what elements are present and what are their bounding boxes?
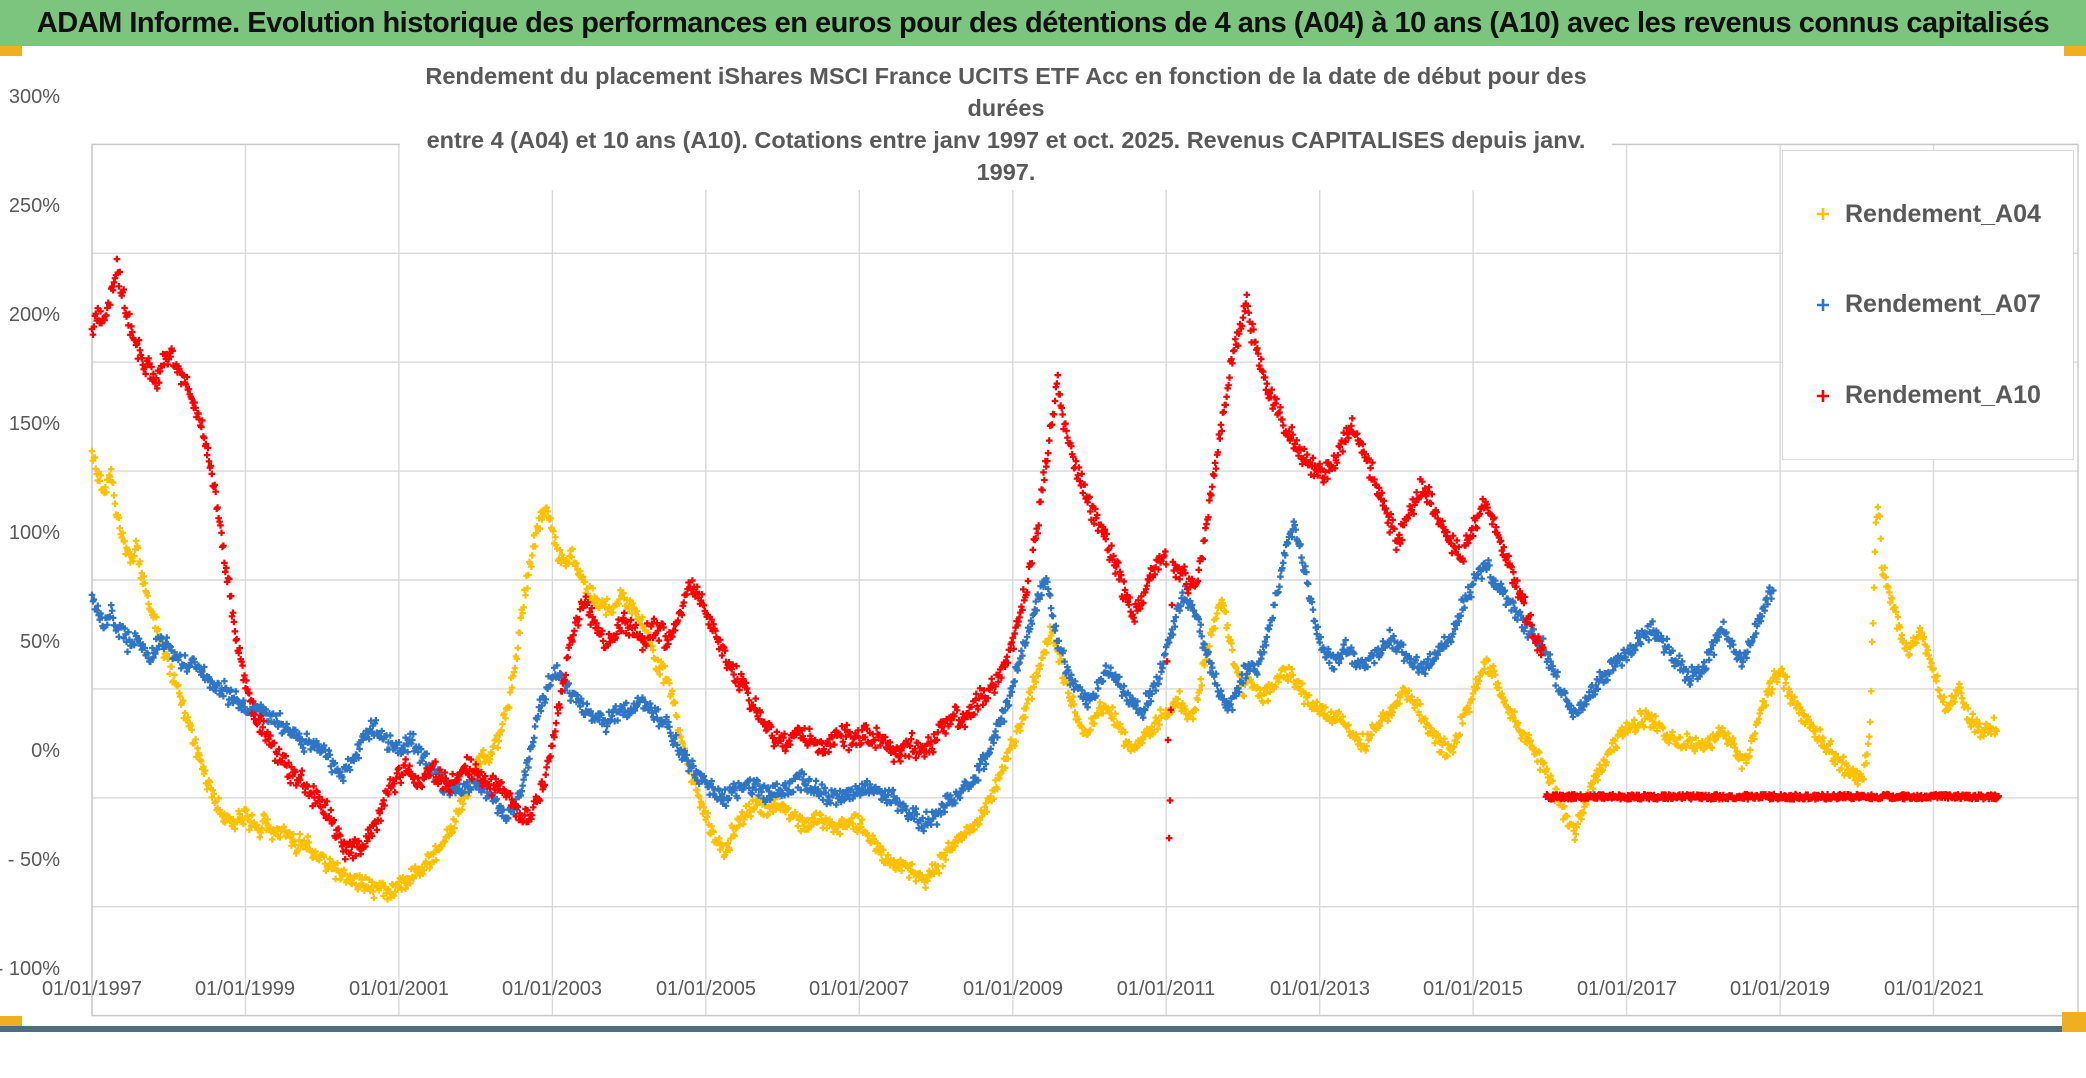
x-axis-tick-label: 01/01/2005 <box>655 978 757 1000</box>
legend-entry-a04[interactable]: Rendement_A04 <box>1783 200 2073 229</box>
x-axis-tick-label: 01/01/2007 <box>808 978 910 1000</box>
gridlines <box>91 143 2078 1017</box>
legend: Rendement_A04 Rendement_A07 Rendement_A1… <box>1782 150 2074 460</box>
x-axis-tick-label: 01/01/1999 <box>194 978 296 1000</box>
y-axis-tick-label: 100% <box>8 522 60 544</box>
series-rendement-a10-points <box>88 255 2002 863</box>
chart-region <box>0 46 2086 1026</box>
series-rendement-a07-points <box>88 518 1777 835</box>
bottom-bar <box>0 1026 2086 1032</box>
legend-entry-a10[interactable]: Rendement_A10 <box>1783 381 2073 410</box>
corner-accent-top-left <box>0 46 22 56</box>
x-axis-tick-label: 01/01/1997 <box>41 978 143 1000</box>
chart-svg <box>88 143 2079 1017</box>
y-axis-tick-label: 250% <box>8 195 60 217</box>
corner-accent-bottom-right <box>2062 1012 2086 1032</box>
y-axis-tick-label: 200% <box>8 304 60 326</box>
y-axis-tick-label: 300% <box>8 86 60 108</box>
y-axis-tick-label: - 100% <box>0 958 60 980</box>
x-axis-tick-label: 01/01/2017 <box>1576 978 1678 1000</box>
x-axis-tick-label: 01/01/2021 <box>1883 978 1985 1000</box>
y-axis-tick-label: 50% <box>19 631 60 653</box>
y-axis-tick-label: 150% <box>8 413 60 435</box>
x-axis-tick-label: 01/01/2001 <box>348 978 450 1000</box>
legend-entry-label: Rendement_A04 <box>1845 199 2041 228</box>
y-axis-tick-label: 0% <box>31 740 60 762</box>
x-axis-tick-label: 01/01/2009 <box>962 978 1064 1000</box>
y-axis-tick-label: - 50% <box>7 849 60 871</box>
corner-accent-bottom-left <box>0 1016 22 1026</box>
legend-entry-a07[interactable]: Rendement_A07 <box>1783 290 2073 319</box>
chart-title: Rendement du placement iShares MSCI Fran… <box>400 58 1612 190</box>
chart-title-line2: entre 4 (A04) et 10 ans (A10). Cotations… <box>426 127 1586 185</box>
legend-entry-label: Rendement_A10 <box>1845 381 2041 410</box>
x-axis-tick-label: 01/01/2003 <box>501 978 603 1000</box>
series-layer <box>88 255 2002 903</box>
series-rendement-a04-points <box>88 447 2001 903</box>
chart-title-line1: Rendement du placement iShares MSCI Fran… <box>425 63 1587 121</box>
app-header: ADAM Informe. Evolution historique des p… <box>0 0 2086 46</box>
legend-entry-label: Rendement_A07 <box>1845 290 2041 319</box>
corner-accent-top-right <box>2064 46 2086 56</box>
x-axis-tick-label: 01/01/2019 <box>1729 978 1831 1000</box>
plus-marker-icon <box>1817 208 1829 221</box>
plus-marker-icon <box>1817 389 1829 402</box>
x-axis-tick-label: 01/01/2015 <box>1422 978 1524 1000</box>
x-axis-tick-label: 01/01/2013 <box>1269 978 1371 1000</box>
header-title: ADAM Informe. Evolution historique des p… <box>36 6 2050 39</box>
x-axis-tick-label: 01/01/2011 <box>1116 978 1216 1000</box>
plus-marker-icon <box>1817 298 1829 311</box>
